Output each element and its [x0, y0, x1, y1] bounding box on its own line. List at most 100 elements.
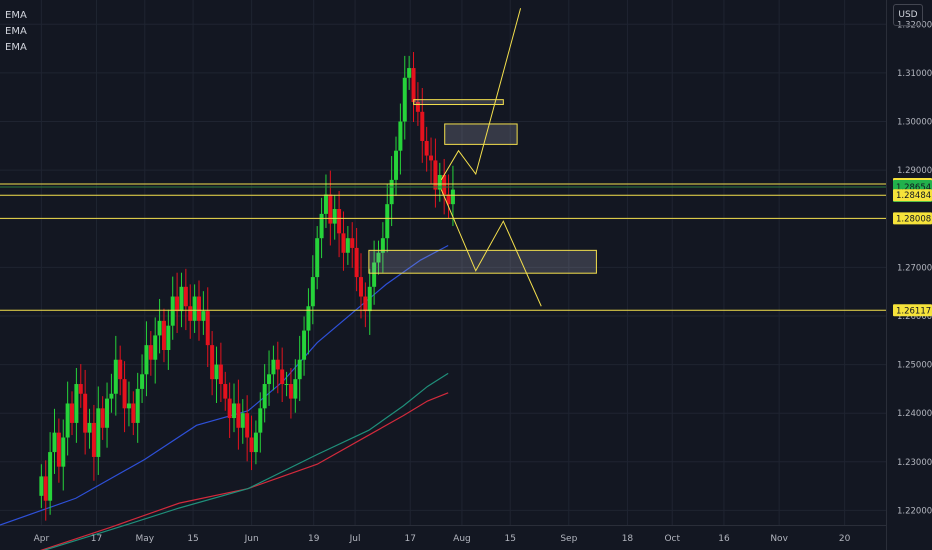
time-tick-label: Jul — [349, 534, 361, 544]
time-tick-label: 15 — [187, 534, 198, 544]
candle-body — [183, 286, 188, 307]
candle-body — [389, 179, 394, 205]
candle-body — [214, 364, 219, 380]
candle-body — [74, 384, 79, 423]
candle-body — [354, 247, 359, 278]
candle-body — [407, 68, 412, 78]
time-tick-label: Sep — [560, 534, 577, 544]
candle-body — [39, 476, 44, 496]
candle-body — [258, 408, 263, 433]
candle-body — [131, 403, 136, 423]
ema-slow-line — [40, 392, 449, 550]
indicator-legend: EMA EMA EMA — [5, 8, 27, 56]
price-tag — [893, 212, 932, 225]
time-tick-label: Nov — [770, 534, 788, 544]
price-tick-label: 1.30000 — [897, 118, 932, 128]
candle-body — [376, 252, 381, 263]
candle-body — [91, 422, 96, 457]
time-tick-label: 16 — [718, 534, 730, 544]
candle-body — [328, 194, 333, 224]
candle-body — [140, 374, 145, 389]
candle-body — [118, 359, 123, 380]
candle-body — [297, 359, 302, 380]
candle-body — [253, 432, 258, 453]
time-tick-label: Apr — [34, 534, 50, 544]
price-tick-label: 1.25000 — [897, 361, 932, 371]
candle-body — [126, 403, 131, 409]
candle-body — [280, 369, 285, 385]
candle-body — [192, 296, 197, 321]
candle-body — [415, 102, 420, 112]
candle-body — [196, 296, 201, 321]
candle-body — [218, 364, 223, 385]
zone-rectangle — [413, 99, 504, 106]
price-tick-label: 1.27000 — [897, 263, 932, 273]
time-tick-label: 15 — [504, 534, 515, 544]
time-tick-label: 18 — [622, 534, 634, 544]
currency-button[interactable]: USD — [893, 4, 923, 26]
candle-body — [442, 175, 447, 195]
candle-body — [245, 413, 250, 438]
candle-body — [345, 238, 350, 253]
candle-body — [201, 311, 206, 321]
projection-path — [440, 8, 522, 181]
candle-body — [87, 422, 92, 433]
candle-body — [175, 296, 180, 312]
candle-body — [61, 437, 66, 467]
candle-body — [267, 374, 272, 385]
time-tick-label: May — [135, 534, 154, 544]
candle-body — [302, 330, 307, 360]
axis-corner — [890, 530, 930, 548]
candle-body — [205, 311, 210, 346]
candle-body — [288, 384, 293, 399]
candle-body — [262, 384, 267, 409]
price-tag-label: 1.28654 — [896, 183, 931, 193]
candle-body — [372, 262, 377, 287]
candle-body — [210, 345, 215, 380]
candle-body — [437, 175, 442, 190]
candle-body — [363, 296, 368, 312]
candle-body — [227, 398, 232, 419]
candle-body — [433, 160, 438, 190]
price-tag-label: 1.28008 — [896, 214, 931, 224]
candle-body — [113, 359, 118, 394]
price-tick-label: 1.23000 — [897, 458, 932, 468]
candle-body — [394, 150, 399, 180]
time-tick-label: 17 — [91, 534, 102, 544]
candle-body — [275, 359, 280, 370]
candle-body — [188, 306, 193, 321]
candle-body — [135, 388, 140, 423]
candle-body — [100, 408, 105, 428]
legend-ema-3[interactable]: EMA — [5, 42, 27, 53]
candle-body — [385, 204, 390, 239]
candle-body — [52, 432, 57, 453]
candle-body — [332, 209, 337, 224]
time-tick-label: Jun — [244, 534, 259, 544]
zone-rectangle — [368, 249, 597, 274]
zone-rectangle — [444, 123, 518, 145]
price-tag-label: 1.28484 — [896, 191, 931, 201]
candle-body — [223, 384, 228, 399]
candle-body — [78, 384, 83, 394]
candle-body — [236, 403, 241, 428]
candle-body — [70, 403, 75, 423]
legend-ema-2[interactable]: EMA — [5, 26, 27, 37]
price-tag — [893, 189, 932, 202]
candle-body — [157, 320, 162, 336]
candle-body — [179, 286, 184, 312]
candle-body — [232, 403, 237, 419]
price-tag — [893, 304, 932, 317]
candle-body — [420, 111, 425, 141]
price-tick-label: 1.24000 — [897, 409, 932, 419]
candle-body — [249, 437, 254, 453]
candle-body — [56, 432, 61, 467]
candle-body — [315, 238, 320, 278]
legend-ema-1[interactable]: EMA — [5, 10, 27, 21]
candle-body — [402, 77, 407, 122]
projection-path — [440, 189, 542, 307]
price-tag-label: 1.26117 — [896, 306, 931, 316]
candle-body — [166, 325, 171, 350]
candle-body — [153, 335, 158, 360]
candle-body — [319, 213, 324, 239]
